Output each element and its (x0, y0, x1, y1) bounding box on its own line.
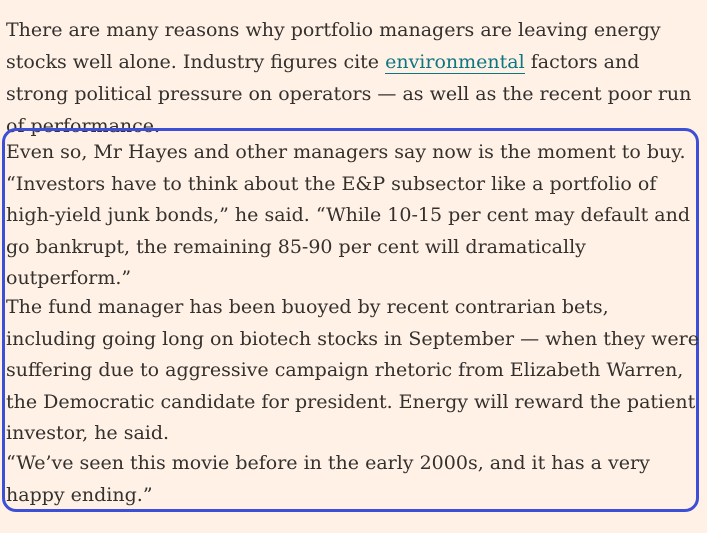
environmental-link[interactable]: environmental (385, 51, 525, 74)
intro-text-after: factors and strong political pressure on… (6, 51, 692, 137)
highlight-box (2, 128, 699, 512)
intro-paragraph: There are many reasons why portfolio man… (6, 14, 702, 142)
quote-paragraph-3: “We’ve seen this movie before in the ear… (6, 452, 650, 506)
intro-text-before: There are many reasons why portfolio man… (6, 19, 661, 73)
quote-paragraph-1: Even so, Mr Hayes and other managers say… (6, 141, 691, 289)
quote-paragraph-2: The fund manager has been buoyed by rece… (6, 296, 699, 444)
